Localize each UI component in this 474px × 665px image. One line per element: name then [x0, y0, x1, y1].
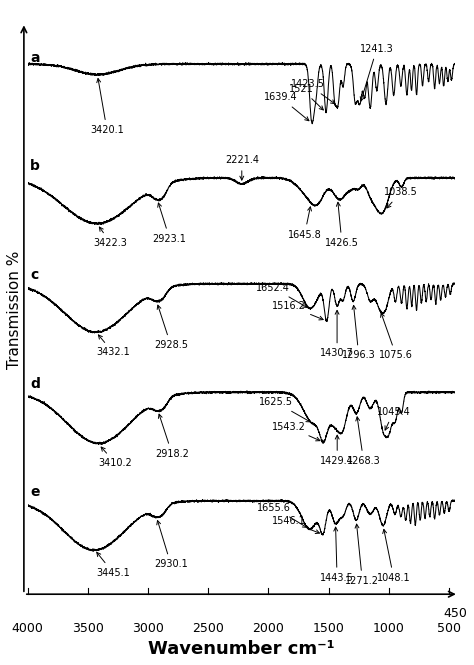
Text: 2918.2: 2918.2 — [155, 414, 189, 459]
Text: 1423.5: 1423.5 — [291, 79, 335, 104]
Text: 1241.3: 1241.3 — [360, 44, 394, 101]
Text: 450: 450 — [443, 606, 467, 620]
Text: 1655.6: 1655.6 — [257, 503, 307, 527]
Text: 1045.4: 1045.4 — [377, 407, 410, 430]
Text: 1645.8: 1645.8 — [288, 207, 321, 239]
Text: 3432.1: 3432.1 — [96, 335, 130, 357]
X-axis label: Wavenumber cm⁻¹: Wavenumber cm⁻¹ — [148, 640, 335, 658]
Text: 1430.7: 1430.7 — [320, 311, 354, 358]
Text: 2923.1: 2923.1 — [153, 203, 187, 243]
Text: 1652.4: 1652.4 — [256, 283, 307, 307]
Text: c: c — [30, 268, 38, 282]
Text: a: a — [30, 51, 39, 65]
Text: 1639.4: 1639.4 — [264, 92, 309, 121]
Text: 1426.5: 1426.5 — [325, 202, 359, 248]
Text: 1268.3: 1268.3 — [346, 417, 381, 466]
Text: 3422.3: 3422.3 — [94, 227, 128, 248]
Text: 1075.6: 1075.6 — [379, 313, 413, 360]
Text: 2928.5: 2928.5 — [154, 305, 188, 350]
Text: 1543.2: 1543.2 — [272, 422, 320, 441]
Text: 1546.1: 1546.1 — [272, 516, 319, 533]
Text: b: b — [30, 160, 40, 174]
Text: d: d — [30, 376, 40, 390]
Text: 3410.2: 3410.2 — [99, 447, 132, 468]
Text: 1296.3: 1296.3 — [342, 305, 375, 360]
Text: 3445.1: 3445.1 — [96, 553, 130, 578]
Text: 1048.1: 1048.1 — [377, 529, 410, 583]
Text: 2221.4: 2221.4 — [225, 155, 259, 180]
Text: 1429.4: 1429.4 — [320, 435, 354, 466]
Text: 1516.2: 1516.2 — [272, 301, 323, 320]
Text: 3420.1: 3420.1 — [90, 78, 124, 135]
Text: 1038.5: 1038.5 — [384, 188, 418, 208]
Text: 1271.2: 1271.2 — [346, 524, 379, 586]
Text: 2930.1: 2930.1 — [154, 521, 188, 569]
Text: e: e — [30, 485, 39, 499]
Text: 1521: 1521 — [290, 84, 323, 110]
Text: 1443.5: 1443.5 — [320, 527, 354, 583]
Y-axis label: Transmission %: Transmission % — [7, 250, 22, 368]
Text: 1625.5: 1625.5 — [258, 397, 310, 422]
